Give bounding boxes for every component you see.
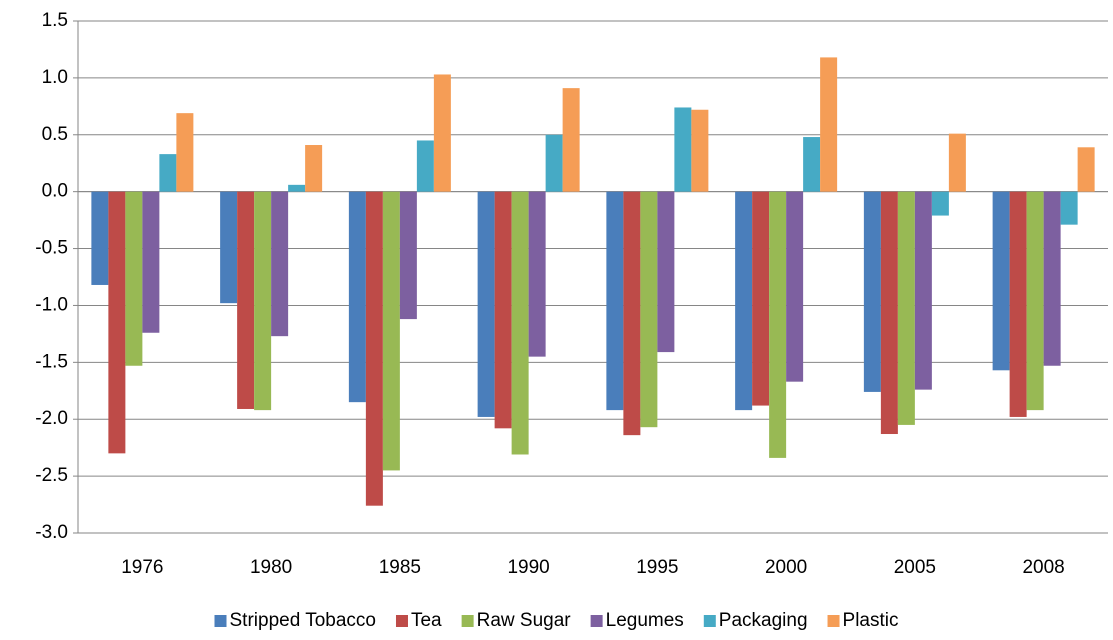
x-tick-label: 2000 bbox=[765, 557, 807, 578]
legend-label: Stripped Tobacco bbox=[230, 610, 376, 631]
bar bbox=[897, 191, 915, 425]
bar bbox=[142, 191, 160, 333]
bar bbox=[657, 191, 675, 353]
legend-label: Legumes bbox=[606, 610, 684, 631]
bar bbox=[623, 191, 641, 436]
bar bbox=[752, 191, 770, 406]
y-tick-label: -2.0 bbox=[35, 408, 68, 429]
bar bbox=[1077, 147, 1095, 192]
y-tick-label: -2.5 bbox=[35, 465, 68, 486]
bar bbox=[220, 191, 238, 304]
bar bbox=[382, 191, 400, 471]
y-tick-label: 0.0 bbox=[42, 181, 68, 202]
bar bbox=[176, 113, 194, 192]
bar bbox=[254, 191, 272, 411]
bar bbox=[820, 57, 838, 192]
bar bbox=[399, 191, 417, 320]
bar bbox=[288, 184, 306, 192]
bar bbox=[159, 154, 177, 192]
bar bbox=[494, 191, 512, 429]
bar bbox=[1026, 191, 1044, 411]
bar bbox=[948, 133, 966, 192]
bar bbox=[992, 191, 1010, 371]
y-tick-label: 1.0 bbox=[42, 67, 68, 88]
legend-label: Raw Sugar bbox=[477, 610, 572, 631]
bar bbox=[416, 140, 434, 192]
legend-label: Tea bbox=[411, 610, 442, 631]
y-tick-label: 0.5 bbox=[42, 124, 68, 145]
bar bbox=[863, 191, 881, 392]
bar bbox=[931, 191, 949, 216]
bar bbox=[91, 191, 109, 285]
bar bbox=[271, 191, 289, 337]
y-tick-label: -1.5 bbox=[35, 351, 68, 372]
bar bbox=[803, 137, 821, 192]
legend-swatch bbox=[827, 615, 840, 627]
legend-swatch bbox=[590, 615, 603, 627]
bar bbox=[691, 109, 709, 192]
x-tick-label: 1995 bbox=[636, 557, 678, 578]
bar bbox=[237, 191, 255, 409]
bar bbox=[914, 191, 932, 390]
legend-swatch bbox=[461, 615, 474, 627]
bar bbox=[562, 88, 580, 192]
bar bbox=[786, 191, 804, 382]
bar bbox=[528, 191, 546, 357]
y-tick-label: -3.0 bbox=[35, 522, 68, 543]
bar bbox=[108, 191, 126, 454]
x-tick-label: 1980 bbox=[250, 557, 292, 578]
y-tick-label: -0.5 bbox=[35, 238, 68, 259]
bar bbox=[511, 191, 529, 455]
bar bbox=[1060, 191, 1078, 225]
bar bbox=[769, 191, 787, 458]
bar bbox=[545, 134, 563, 192]
bar bbox=[1043, 191, 1061, 366]
x-tick-label: 2008 bbox=[1022, 557, 1064, 578]
bar bbox=[606, 191, 624, 411]
legend-swatch bbox=[395, 615, 408, 627]
bar bbox=[348, 191, 366, 403]
bar bbox=[640, 191, 658, 428]
bar bbox=[125, 191, 143, 366]
legend-label: Plastic bbox=[843, 610, 899, 631]
legend-label: Packaging bbox=[719, 610, 808, 631]
x-tick-label: 2005 bbox=[894, 557, 936, 578]
bar bbox=[365, 191, 383, 506]
bar bbox=[433, 74, 451, 192]
bar bbox=[674, 107, 692, 192]
bar bbox=[477, 191, 495, 417]
legend-swatch bbox=[703, 615, 716, 627]
bar bbox=[880, 191, 898, 435]
x-tick-label: 1985 bbox=[379, 557, 421, 578]
x-tick-label: 1990 bbox=[507, 557, 549, 578]
bar bbox=[735, 191, 753, 411]
y-tick-label: -1.0 bbox=[35, 294, 68, 315]
legend-swatch bbox=[214, 615, 227, 627]
x-tick-label: 1976 bbox=[121, 557, 163, 578]
y-tick-label: 1.5 bbox=[42, 10, 68, 31]
bar bbox=[305, 145, 323, 192]
bar bbox=[1009, 191, 1027, 417]
